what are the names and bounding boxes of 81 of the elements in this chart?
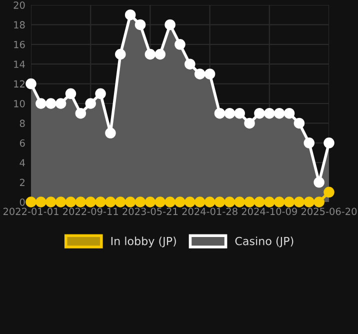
point xyxy=(154,48,166,60)
point xyxy=(204,68,216,80)
point xyxy=(274,196,285,208)
point xyxy=(124,9,136,20)
point xyxy=(234,196,245,208)
point xyxy=(184,58,196,70)
point xyxy=(224,196,236,208)
point xyxy=(314,176,324,188)
point xyxy=(234,108,245,119)
y-tick-label: 10 xyxy=(14,100,25,108)
point xyxy=(144,48,156,60)
point xyxy=(294,196,305,208)
point xyxy=(65,88,76,100)
point xyxy=(264,196,275,208)
point xyxy=(244,118,255,129)
point xyxy=(36,196,46,208)
point xyxy=(214,108,226,119)
point xyxy=(324,186,334,198)
x-tick-label: 2024-01-28 xyxy=(182,208,238,216)
point xyxy=(26,196,36,208)
y-tick-label: 6 xyxy=(20,139,25,147)
point xyxy=(144,196,156,208)
point xyxy=(36,98,46,109)
point xyxy=(194,68,206,80)
point xyxy=(204,196,216,208)
point xyxy=(194,196,206,208)
legend-label: In lobby (JP) xyxy=(111,236,176,248)
x-tick-label: 2025-06-20 xyxy=(301,208,357,216)
point xyxy=(244,196,255,208)
y-tick-label: 18 xyxy=(14,21,25,29)
point xyxy=(284,196,295,208)
point xyxy=(174,196,186,208)
y-tick-label: 0 xyxy=(20,198,25,206)
point xyxy=(45,98,56,109)
point xyxy=(55,196,66,208)
y-tick-label: 8 xyxy=(20,120,25,128)
point xyxy=(314,196,324,208)
point xyxy=(115,48,126,60)
point xyxy=(55,98,66,109)
point xyxy=(75,196,86,208)
point xyxy=(75,108,86,119)
point xyxy=(174,39,186,50)
point xyxy=(224,108,236,119)
x-tick-label: 2022-09-11 xyxy=(63,208,118,216)
point xyxy=(85,98,96,109)
point xyxy=(264,108,275,119)
point xyxy=(274,108,285,119)
legend-label: Casino (JP) xyxy=(235,236,294,248)
point xyxy=(184,196,196,208)
point xyxy=(284,108,295,119)
x-tick-label: 2024-10-09 xyxy=(242,208,297,216)
point xyxy=(105,128,116,138)
point xyxy=(154,196,166,208)
y-tick-label: 2 xyxy=(20,178,24,186)
point xyxy=(105,196,116,208)
point xyxy=(214,196,226,208)
point xyxy=(134,196,146,208)
y-tick-label: 20 xyxy=(14,1,25,9)
point xyxy=(254,196,265,208)
x-tick-label: 2022-01-01 xyxy=(3,208,58,216)
point xyxy=(45,196,56,208)
point xyxy=(134,19,146,30)
point xyxy=(85,196,96,208)
point xyxy=(95,88,106,100)
point xyxy=(164,19,176,30)
point xyxy=(115,196,126,208)
point xyxy=(26,78,36,90)
point xyxy=(124,196,136,208)
x-tick-label: 2023-05-21 xyxy=(122,208,178,216)
point xyxy=(304,138,315,148)
point xyxy=(164,196,176,208)
point xyxy=(304,196,315,208)
point xyxy=(65,196,76,208)
point xyxy=(324,138,334,148)
y-tick-label: 12 xyxy=(14,80,24,88)
point xyxy=(294,118,305,129)
point xyxy=(95,196,106,208)
y-tick-label: 16 xyxy=(14,40,25,48)
y-tick-label: 14 xyxy=(14,60,25,68)
point xyxy=(254,108,265,119)
y-tick-label: 4 xyxy=(20,159,25,166)
